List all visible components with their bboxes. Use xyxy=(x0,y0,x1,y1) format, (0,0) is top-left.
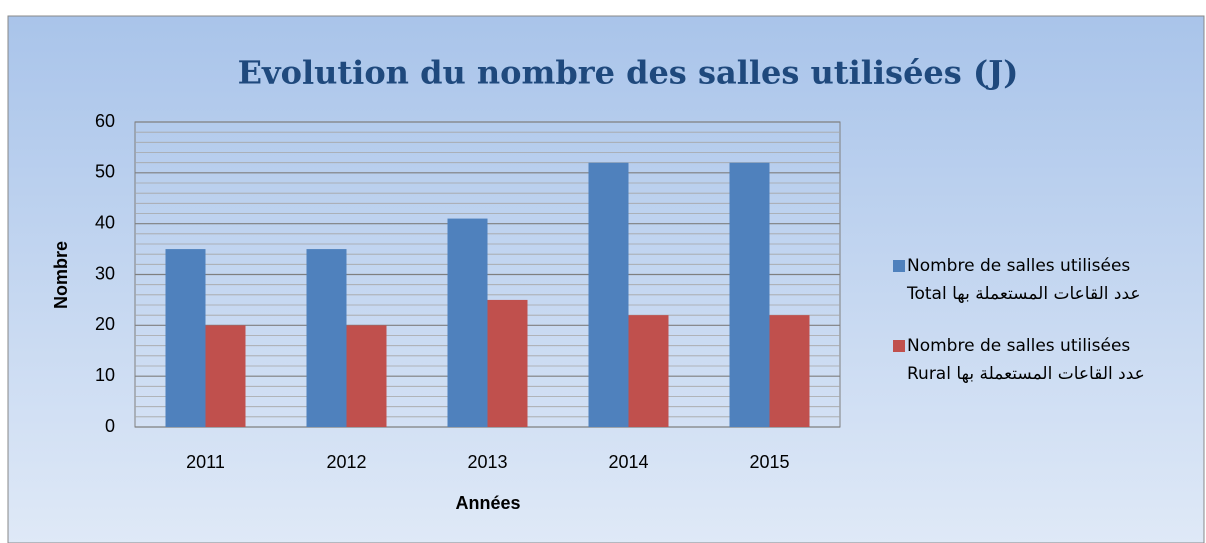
bar xyxy=(346,325,387,427)
x-tick-label: 2013 xyxy=(467,452,507,472)
bar xyxy=(729,162,770,427)
y-tick-label: 50 xyxy=(95,162,115,182)
legend-label: Nombre de salles utilisées Total عدد الق… xyxy=(907,256,1141,304)
bar xyxy=(205,325,246,427)
y-tick-label: 60 xyxy=(95,111,115,131)
y-tick-label: 40 xyxy=(95,212,115,232)
x-tick-label: 2015 xyxy=(749,452,789,472)
bar xyxy=(628,315,669,427)
x-tick-label: 2011 xyxy=(186,452,225,472)
bar xyxy=(306,249,347,427)
x-tick-label: 2014 xyxy=(608,452,648,472)
x-axis-title: Années xyxy=(455,493,520,513)
y-tick-label: 20 xyxy=(95,314,115,334)
chart-title: Evolution du nombre des salles utilisées… xyxy=(238,54,1019,92)
legend-swatch xyxy=(893,260,905,272)
y-tick-label: 0 xyxy=(105,416,115,436)
bar xyxy=(588,162,629,427)
bar xyxy=(769,315,810,427)
y-tick-label: 30 xyxy=(95,263,115,283)
legend-swatch xyxy=(893,340,905,352)
bar xyxy=(447,218,488,427)
x-tick-label: 2012 xyxy=(326,452,366,472)
legend-label: Nombre de salles utilisées Rural عدد الق… xyxy=(907,336,1145,384)
bar xyxy=(487,299,528,427)
y-axis-title: Nombre xyxy=(51,241,71,309)
bar xyxy=(165,249,206,427)
y-tick-label: 10 xyxy=(95,365,115,385)
